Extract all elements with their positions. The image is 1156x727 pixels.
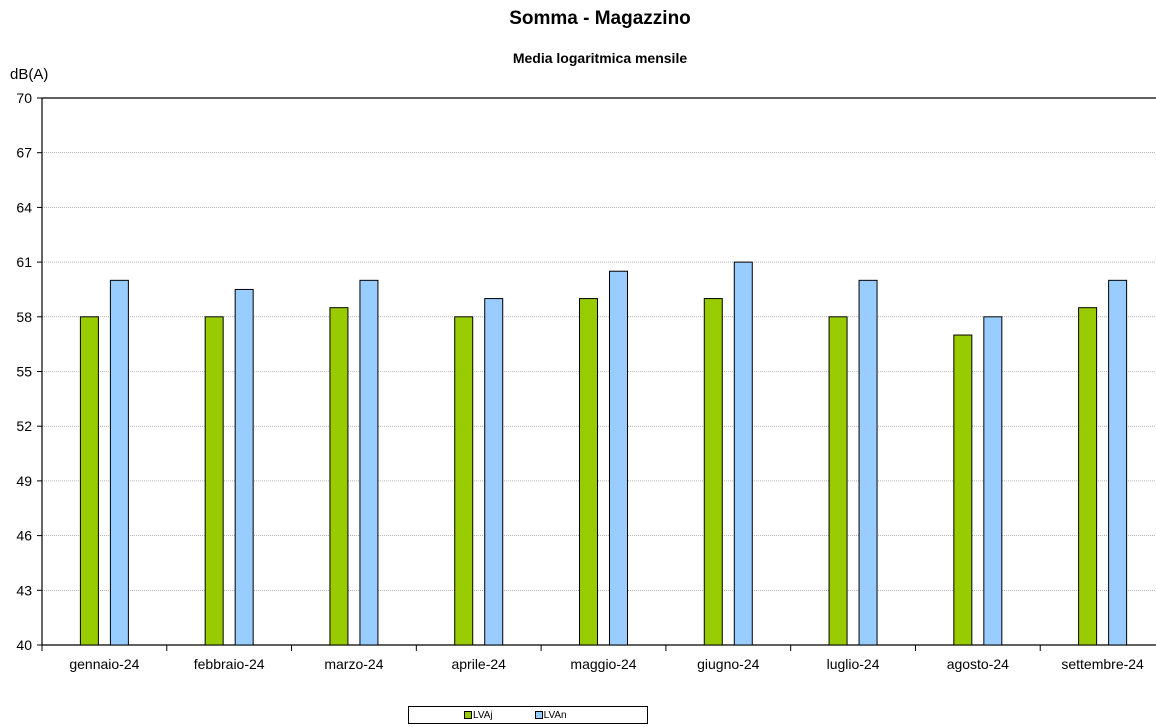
bar-lvan — [359, 279, 379, 646]
chart-title: Somma - Magazzino — [509, 8, 691, 29]
x-tick-label: marzo-24 — [324, 656, 383, 672]
y-tick-label: 58 — [16, 309, 32, 325]
y-tick-label: 46 — [16, 528, 32, 544]
bar-lvaj — [79, 316, 99, 646]
legend-label-lvan: LVAn — [543, 709, 567, 721]
bar-lvan — [609, 270, 628, 646]
x-tick-label: gennaio-24 — [69, 656, 139, 672]
bar-lvan — [109, 279, 129, 646]
legend-item-lvan: LVAn — [534, 709, 567, 721]
legend: LVAj LVAn — [408, 706, 648, 724]
bar-lvaj — [953, 334, 973, 646]
bar-lvaj — [579, 298, 598, 646]
bar-lvan — [733, 261, 753, 646]
bar-lvan — [983, 316, 1003, 646]
x-tick-label: febbraio-24 — [194, 656, 265, 672]
y-tick-label: 49 — [16, 473, 32, 489]
y-axis-label: dB(A) — [10, 66, 49, 83]
bar-lvaj — [204, 316, 224, 646]
x-tick-label: luglio-24 — [827, 656, 880, 672]
y-tick-label: 55 — [16, 364, 32, 380]
bar-lvaj — [1078, 307, 1098, 646]
bar-lvan — [484, 298, 504, 646]
y-tick-label: 40 — [16, 637, 32, 653]
y-tick-label: 67 — [16, 145, 32, 161]
x-tick-label: maggio-24 — [570, 656, 636, 672]
x-tick-label: giugno-24 — [697, 656, 759, 672]
legend-label-lvaj: LVAj — [473, 709, 493, 721]
bar-lvaj — [828, 316, 848, 646]
legend-swatch-lvaj — [464, 711, 472, 719]
y-tick-label: 64 — [16, 199, 32, 215]
y-tick-label: 43 — [16, 582, 32, 598]
x-tick-label: agosto-24 — [947, 656, 1009, 672]
bar-lvaj — [454, 316, 474, 646]
y-tick-label: 61 — [16, 254, 32, 270]
bar-chart: 40 43 46 49 52 55 58 61 64 67 70 gennaio-24 febbraio… — [16, 90, 1156, 672]
y-tick-label: 70 — [16, 90, 32, 106]
bar-lvaj — [329, 307, 349, 646]
x-tick-label: aprile-24 — [451, 656, 506, 672]
bar-lvan — [858, 279, 878, 646]
x-tick-label: settembre-24 — [1061, 656, 1144, 672]
bar-lvan — [234, 288, 254, 646]
legend-item-lvaj: LVAj — [464, 710, 493, 721]
y-tick-label: 52 — [16, 418, 32, 434]
bar-lvaj — [703, 298, 723, 646]
bar-lvan — [1108, 279, 1128, 646]
chart-subtitle: Media logaritmica mensile — [512, 50, 688, 66]
legend-swatch-lvan — [534, 711, 543, 719]
